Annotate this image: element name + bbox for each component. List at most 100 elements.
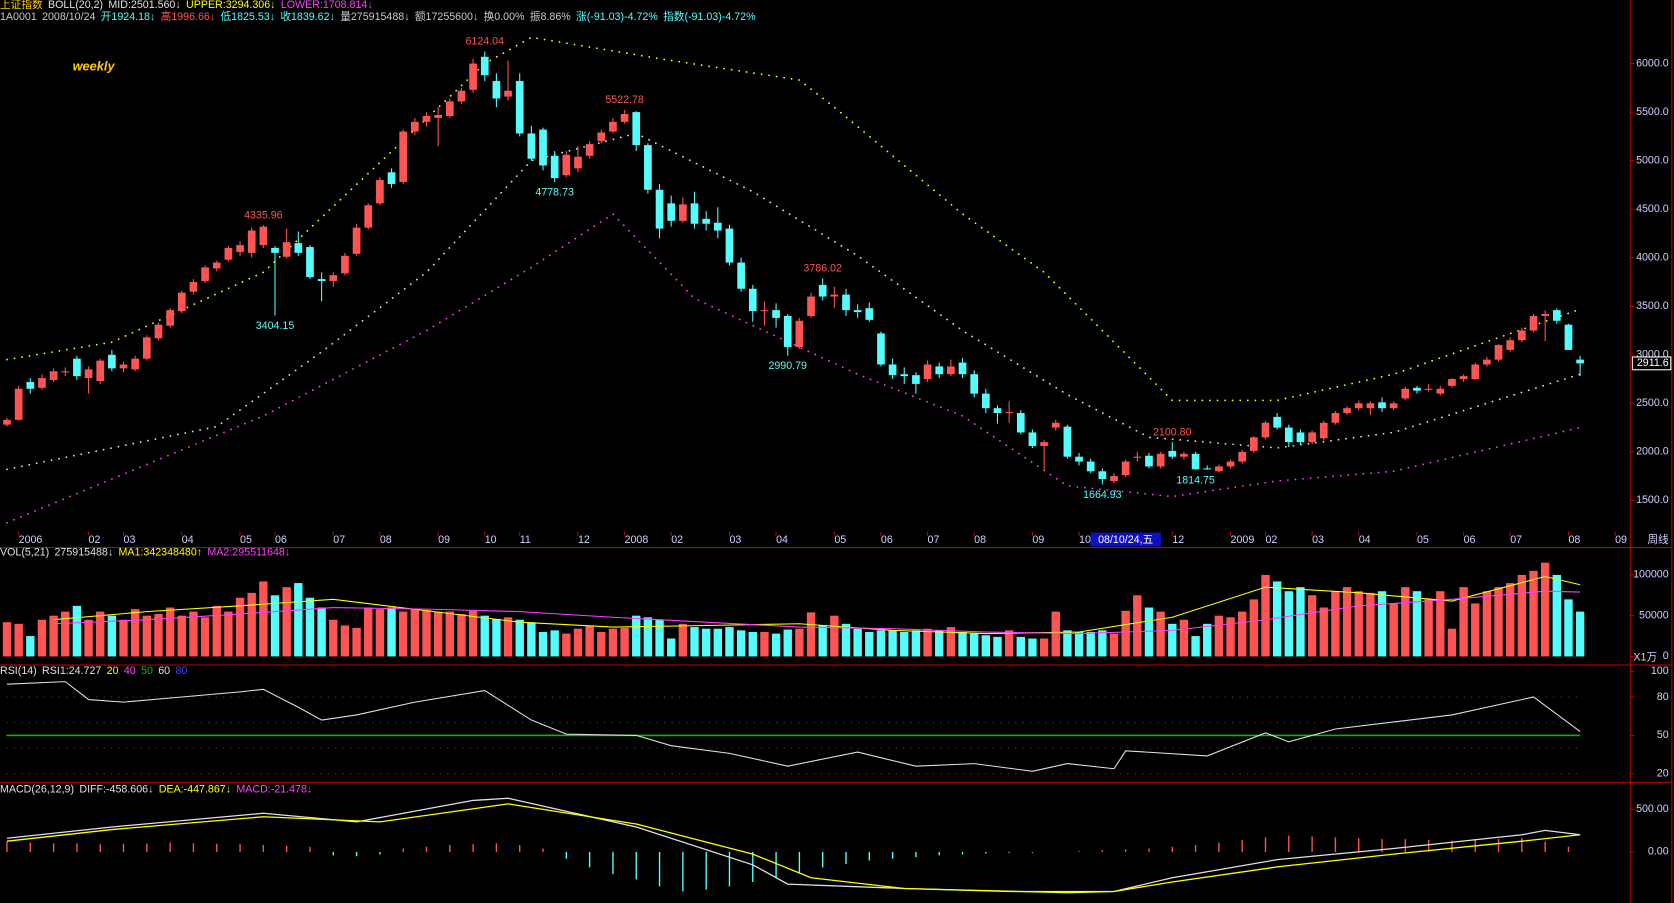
candle-body	[445, 101, 454, 116]
volume-bar	[445, 611, 454, 657]
x-tick-label: 2009	[1231, 534, 1255, 546]
candle-body	[783, 315, 792, 348]
x-tick-label: 12	[578, 534, 590, 546]
volume-bar	[771, 633, 781, 657]
volume-bar	[760, 631, 769, 657]
candle-body	[585, 144, 594, 156]
volume-bar	[107, 615, 117, 657]
y-tick-label: 5500.0	[1636, 106, 1669, 118]
candle-body	[865, 308, 874, 320]
candle-body	[1483, 359, 1491, 365]
quote-field: 收1839.62↓	[280, 10, 335, 23]
quote-field: 涨(-91.03)-4.72%	[576, 11, 658, 23]
candle-body	[1529, 315, 1538, 331]
x-tick-label: 07	[928, 534, 940, 546]
panel-title: VOL(5,21)	[0, 547, 49, 559]
candle-body	[352, 227, 361, 254]
candle-body	[259, 226, 268, 246]
candle-body	[527, 133, 536, 159]
volume-bar	[993, 636, 1002, 657]
volume-bar	[492, 618, 501, 657]
indicator-line	[6, 36, 1582, 402]
volume-bar	[900, 631, 909, 657]
candle-body	[49, 371, 58, 381]
volume-bar	[1389, 603, 1398, 657]
volume-bar	[573, 628, 583, 657]
volume-bar	[1133, 595, 1142, 657]
candle-body	[1191, 453, 1200, 470]
legend-entry: MID:2501.560↓	[108, 0, 180, 11]
candle-body	[1238, 451, 1247, 462]
candle-body	[515, 81, 524, 134]
candle-body	[1098, 471, 1107, 480]
volume-bar	[527, 622, 536, 657]
candle-body	[1249, 437, 1258, 451]
volume-bar	[49, 615, 58, 657]
volume-bar	[911, 630, 921, 657]
candle-body	[772, 310, 780, 318]
candle-body	[1308, 432, 1316, 443]
volume-bar	[1412, 591, 1422, 657]
cursor-label: 08/10/24,五	[1098, 534, 1153, 546]
candle-body	[1156, 453, 1165, 467]
x-tick-label: 09	[1615, 534, 1627, 546]
candle-body	[1051, 422, 1060, 428]
volume-bar	[503, 617, 513, 657]
volume-bar	[888, 630, 897, 657]
volume-bar	[468, 610, 478, 657]
candle-body	[1366, 403, 1375, 409]
candle-body	[807, 296, 815, 316]
candle-body	[3, 419, 11, 425]
price-annotation: 2100.80	[1153, 426, 1192, 438]
candle-body	[539, 129, 547, 166]
volume-bar	[480, 615, 489, 657]
volume-bar	[748, 631, 757, 657]
x-tick-label: 08	[1568, 534, 1580, 546]
x-tick-label: 04	[776, 534, 788, 546]
volume-bar	[189, 611, 198, 657]
y-tick-label: 1500.0	[1636, 494, 1669, 506]
candle-body	[655, 189, 664, 229]
volume-bar	[876, 630, 886, 657]
y-tick-label: 0.00	[1648, 846, 1669, 858]
candle-body	[1459, 376, 1468, 380]
volume-bar	[1471, 603, 1480, 657]
volume-bar	[177, 615, 186, 657]
volume-bar	[200, 617, 210, 657]
level-label: 50	[141, 665, 153, 677]
candle-body	[282, 242, 291, 257]
candle-body	[1448, 379, 1456, 386]
level-label: 20	[107, 665, 119, 677]
x-tick-label: 07	[1510, 534, 1522, 546]
volume-bar	[562, 633, 571, 657]
volume-bar	[433, 611, 443, 657]
candle-body	[1436, 388, 1445, 394]
candle-body	[632, 112, 641, 146]
level-label: 60	[158, 665, 170, 677]
x-tick-label: 03	[729, 534, 741, 546]
volume-bar	[387, 607, 396, 657]
volume-bar	[853, 628, 862, 657]
quote-field: 量275915488↓	[340, 11, 409, 23]
x-tick-label: 03	[1312, 534, 1324, 546]
legend-entry: LOWER:1708.814↓	[281, 0, 373, 11]
quote-field: 额17255600↓	[415, 10, 478, 23]
volume-bar	[1249, 599, 1259, 657]
candle-body	[504, 90, 512, 97]
candle-body	[1331, 413, 1340, 423]
x-tick-label: 02	[1265, 534, 1277, 546]
candle-body	[760, 310, 769, 312]
volume-bar	[690, 627, 699, 657]
volume-bar	[841, 623, 851, 657]
candle-body	[877, 333, 885, 365]
candle-body	[1226, 461, 1235, 467]
candle-body	[84, 369, 93, 379]
volume-bar	[632, 615, 641, 657]
volume-bar	[713, 628, 723, 657]
volume-bar	[235, 597, 245, 657]
volume-bar	[1424, 599, 1433, 657]
x-tick-label: 08	[974, 534, 986, 546]
volume-bar	[1447, 628, 1457, 657]
volume-bar	[84, 619, 93, 657]
